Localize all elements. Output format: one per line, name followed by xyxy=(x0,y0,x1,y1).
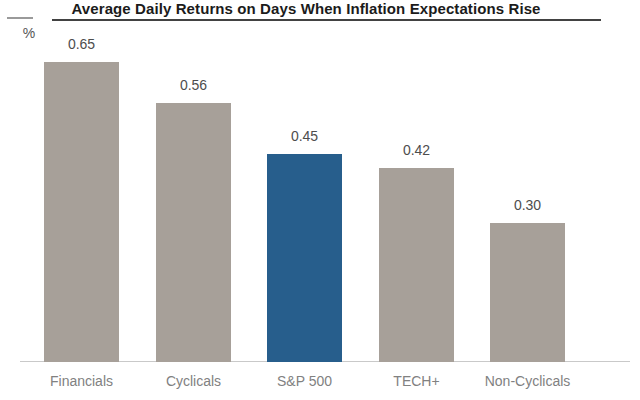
bar-value-label-non-cyclicals: 0.30 xyxy=(490,196,565,214)
bar-value-label-cyclicals: 0.56 xyxy=(156,76,231,94)
bar-value-label-tech-plus: 0.42 xyxy=(379,141,454,159)
bar-non-cyclicals xyxy=(490,223,565,362)
bar-tech-plus xyxy=(379,168,454,362)
bar-category-label-non-cyclicals: Non-Cyclicals xyxy=(463,372,593,390)
chart-page: Average Daily Returns on Days When Infla… xyxy=(0,0,640,400)
bar-cyclicals xyxy=(156,103,231,362)
bar-value-label-financials: 0.65 xyxy=(44,35,119,53)
bar-value-label-sp-500: 0.45 xyxy=(267,127,342,145)
bar-sp-500 xyxy=(267,154,342,362)
bar-category-label-financials: Financials xyxy=(17,372,147,390)
bar-chart-plot-area: 0.65Financials0.56Cyclicals0.45S&P 5000.… xyxy=(0,0,640,400)
bar-financials xyxy=(44,62,119,362)
bar-category-label-sp-500: S&P 500 xyxy=(240,372,370,390)
